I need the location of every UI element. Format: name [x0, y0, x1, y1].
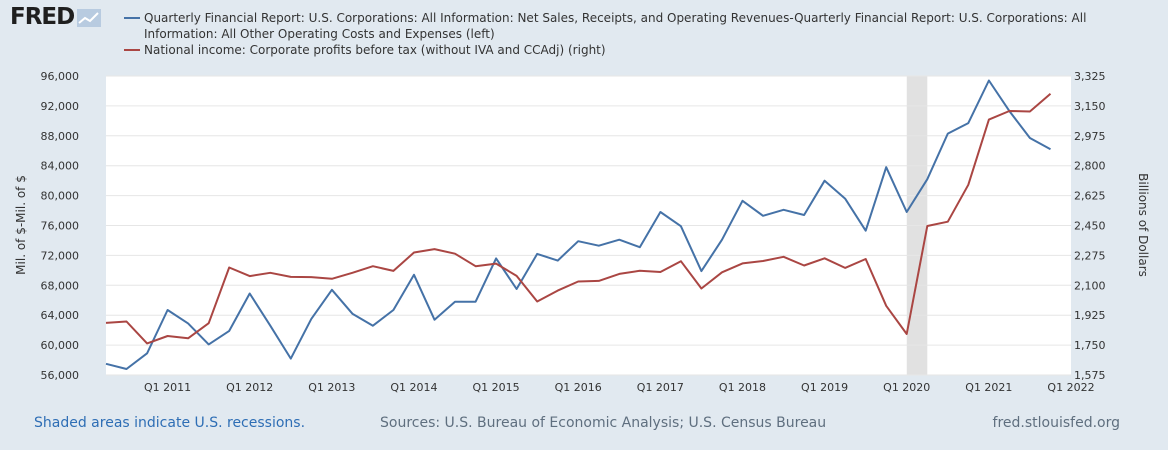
site-link[interactable]: fred.stlouisfed.org [992, 415, 1120, 431]
y-left-tick-label: 96,000 [41, 70, 80, 83]
y-left-tick-label: 60,000 [41, 339, 80, 352]
y-axis-left-title: Mil. of $-Mil. of $ [14, 175, 28, 275]
y-left-tick-label: 80,000 [41, 190, 80, 203]
x-tick-label: Q1 2021 [965, 381, 1012, 394]
y-right-tick-label: 1,925 [1074, 309, 1106, 322]
y-left-tick-label: 92,000 [41, 100, 80, 113]
y-left-tick-label: 68,000 [41, 279, 80, 292]
legend-swatch-series-1 [124, 17, 140, 19]
x-tick-label: Q1 2011 [144, 381, 191, 394]
axis-labels: 56,000 1,575 60,000 1,750 64,000 1,925 68,000 2… [41, 70, 1106, 394]
y-left-tick-label: 64,000 [41, 309, 80, 322]
x-tick-label: Q1 2016 [555, 381, 602, 394]
x-tick-label: Q1 2019 [801, 381, 848, 394]
sources-text: Sources: U.S. Bureau of Economic Analysi… [380, 415, 827, 431]
legend-label-series-2: National income: Corporate profits befor… [144, 43, 606, 57]
y-left-tick-label: 56,000 [41, 369, 80, 382]
chart-legend: Quarterly Financial Report: U.S. Corpora… [124, 10, 1144, 58]
y-left-tick-label: 88,000 [41, 130, 80, 143]
line-chart[interactable]: 56,000 1,575 60,000 1,750 64,000 1,925 68,000 2… [0, 0, 1168, 410]
x-tick-label: Q1 2022 [1047, 381, 1094, 394]
x-tick-label: Q1 2014 [390, 381, 437, 394]
y-left-tick-label: 84,000 [41, 160, 80, 173]
x-tick-label: Q1 2012 [226, 381, 273, 394]
y-right-tick-label: 3,325 [1074, 70, 1106, 83]
x-tick-label: Q1 2013 [308, 381, 355, 394]
legend-label-series-1: Quarterly Financial Report: U.S. Corpora… [144, 11, 1087, 41]
y-right-tick-label: 2,450 [1074, 220, 1106, 233]
y-right-tick-label: 1,575 [1074, 369, 1106, 382]
y-right-tick-label: 2,975 [1074, 130, 1106, 143]
y-right-tick-label: 3,150 [1074, 100, 1106, 113]
y-axis-right-title: Billions of Dollars [1136, 173, 1150, 277]
chart-trend-icon [77, 8, 102, 27]
x-tick-label: Q1 2018 [719, 381, 766, 394]
legend-swatch-series-2 [124, 49, 140, 51]
series-line-1[interactable] [105, 79, 1051, 370]
fred-logo[interactable]: FRED [10, 4, 102, 30]
series-line-2[interactable] [105, 93, 1052, 345]
x-tick-label: Q1 2015 [473, 381, 520, 394]
y-left-tick-label: 76,000 [41, 220, 80, 233]
y-right-tick-label: 2,625 [1074, 190, 1106, 203]
legend-item-series-1[interactable]: Quarterly Financial Report: U.S. Corpora… [124, 10, 1144, 42]
y-right-tick-label: 1,750 [1074, 339, 1106, 352]
fred-logo-text: FRED [10, 4, 75, 30]
x-tick-label: Q1 2017 [637, 381, 684, 394]
y-right-tick-label: 2,800 [1074, 160, 1106, 173]
legend-item-series-2[interactable]: National income: Corporate profits befor… [124, 42, 1144, 58]
y-right-tick-label: 2,275 [1074, 249, 1106, 262]
series-lines [105, 79, 1052, 370]
recession-note-link[interactable]: Shaded areas indicate U.S. recessions. [34, 415, 306, 431]
y-left-tick-label: 72,000 [41, 249, 80, 262]
x-tick-label: Q1 2020 [883, 381, 930, 394]
y-right-tick-label: 2,100 [1074, 279, 1106, 292]
